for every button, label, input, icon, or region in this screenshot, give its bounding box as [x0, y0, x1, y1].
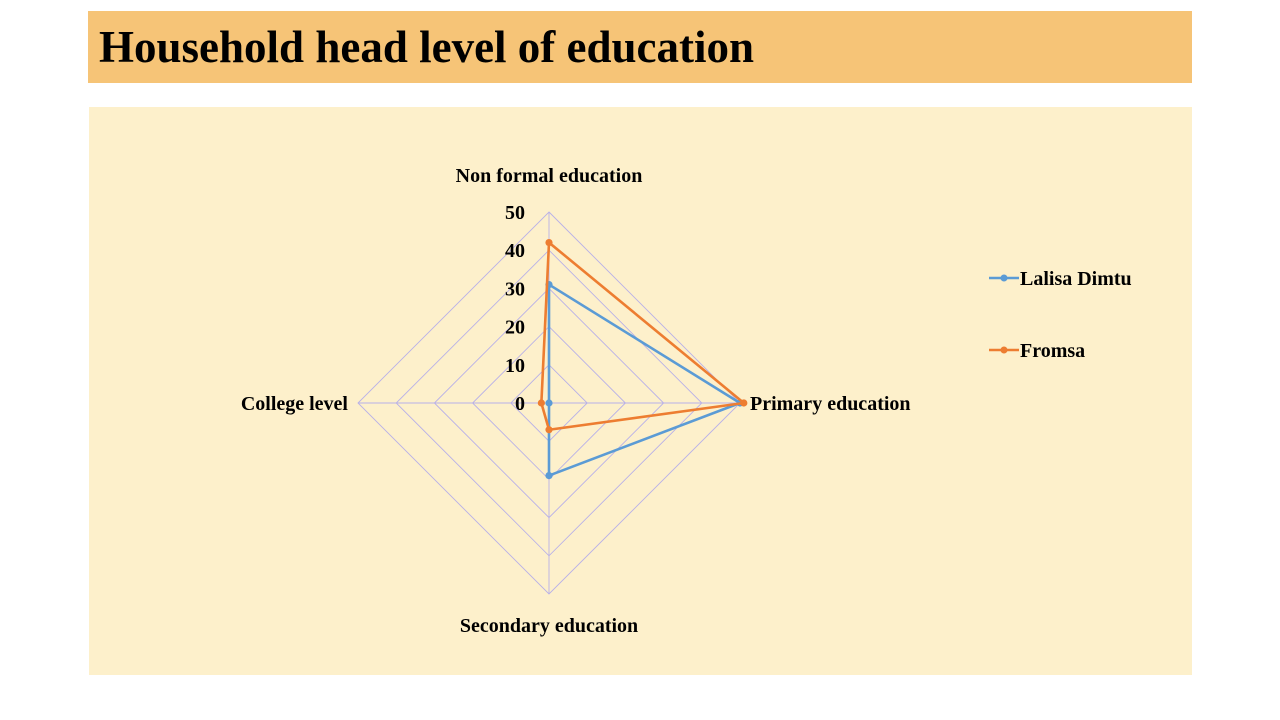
series-line-lalisa-dimtu: [547, 283, 742, 477]
title-bar: Household head level of education: [88, 11, 1192, 83]
series-point-fromsa-college-level: [537, 399, 545, 407]
slide-title: Household head level of education: [99, 22, 755, 72]
legend-label-lalisa-dimtu: Lalisa Dimtu: [1020, 268, 1132, 290]
series-point-fromsa-primary-education: [740, 399, 748, 407]
category-label-secondary-education: Secondary education: [460, 615, 638, 637]
series-line-fromsa: [540, 241, 746, 432]
legend-dot-lalisa-dimtu: [1000, 274, 1008, 282]
r-tick-label-50: 50: [505, 202, 525, 224]
r-tick-label-10: 10: [505, 355, 525, 377]
category-label-primary-education: Primary education: [750, 393, 911, 415]
legend-item-lalisa-dimtu: Lalisa Dimtu: [989, 267, 1189, 291]
category-label-college-level: College level: [241, 393, 349, 415]
r-tick-label-40: 40: [505, 240, 525, 262]
series-point-fromsa-secondary-education: [545, 426, 553, 434]
r-tick-label-20: 20: [505, 317, 525, 339]
series-point-fromsa-non-formal-education: [545, 238, 553, 247]
legend-dot-fromsa: [1000, 346, 1008, 354]
r-tick-label-30: 30: [505, 278, 525, 300]
category-label-non-formal-education: Non formal education: [456, 165, 643, 187]
legend-item-fromsa: Fromsa: [989, 339, 1189, 363]
radar-chart: 0 10 20 30 40 50 Non formal education Primary e…: [241, 165, 911, 637]
legend-label-fromsa: Fromsa: [1020, 340, 1086, 362]
chart-panel: 0 10 20 30 40 50 Non formal education Primary e…: [89, 107, 1192, 675]
series-point-lalisa-dimtu-college-level: [545, 399, 553, 407]
series-point-lalisa-dimtu-secondary-education: [545, 471, 553, 480]
legend-marker-lalisa-dimtu: [989, 274, 1019, 282]
r-tick-label-0: 0: [515, 393, 525, 415]
legend-marker-fromsa: [989, 346, 1019, 354]
